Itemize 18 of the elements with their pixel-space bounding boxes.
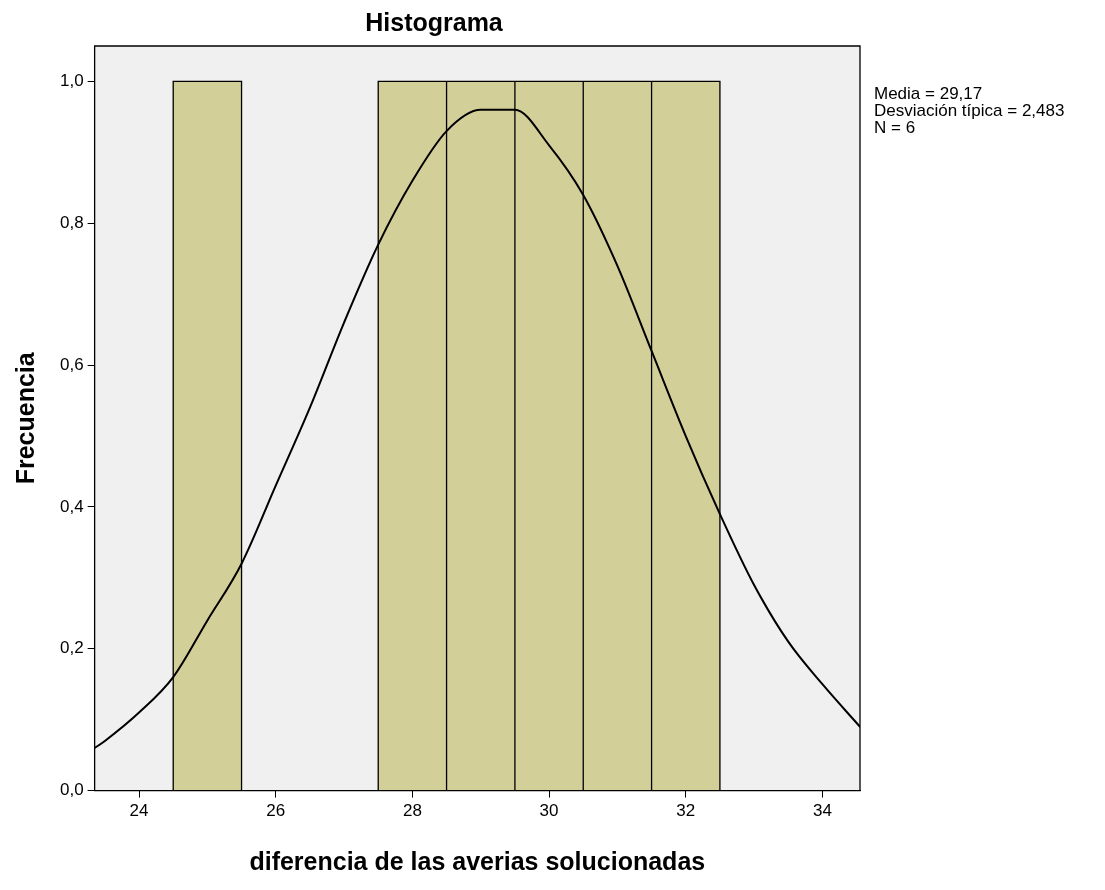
y-axis-title: Frecuencia (10, 351, 39, 485)
y-tick-label: 0,4 (59, 496, 84, 516)
y-tick-label: 1,0 (59, 71, 84, 91)
x-tick-label: 28 (402, 801, 422, 821)
x-tick-label: 24 (129, 801, 149, 821)
x-axis-title: diferencia de las averias solucionadas (249, 846, 706, 875)
text: Desviación típica = 2,483 (874, 101, 1065, 121)
text: Media = 29,17 (874, 84, 983, 104)
x-tick-label: 26 (266, 801, 286, 821)
x-tick-label: 32 (676, 801, 696, 821)
text: N = 6 (874, 118, 916, 138)
x-tick-label: 34 (812, 801, 832, 821)
x-tick-label: 30 (539, 801, 559, 821)
y-tick-label: 0,0 (59, 780, 84, 800)
chart-title: Histograma (365, 7, 504, 36)
y-tick-label: 0,2 (59, 638, 84, 658)
y-tick-label: 0,6 (59, 354, 84, 374)
y-tick-label: 0,8 (59, 212, 84, 232)
